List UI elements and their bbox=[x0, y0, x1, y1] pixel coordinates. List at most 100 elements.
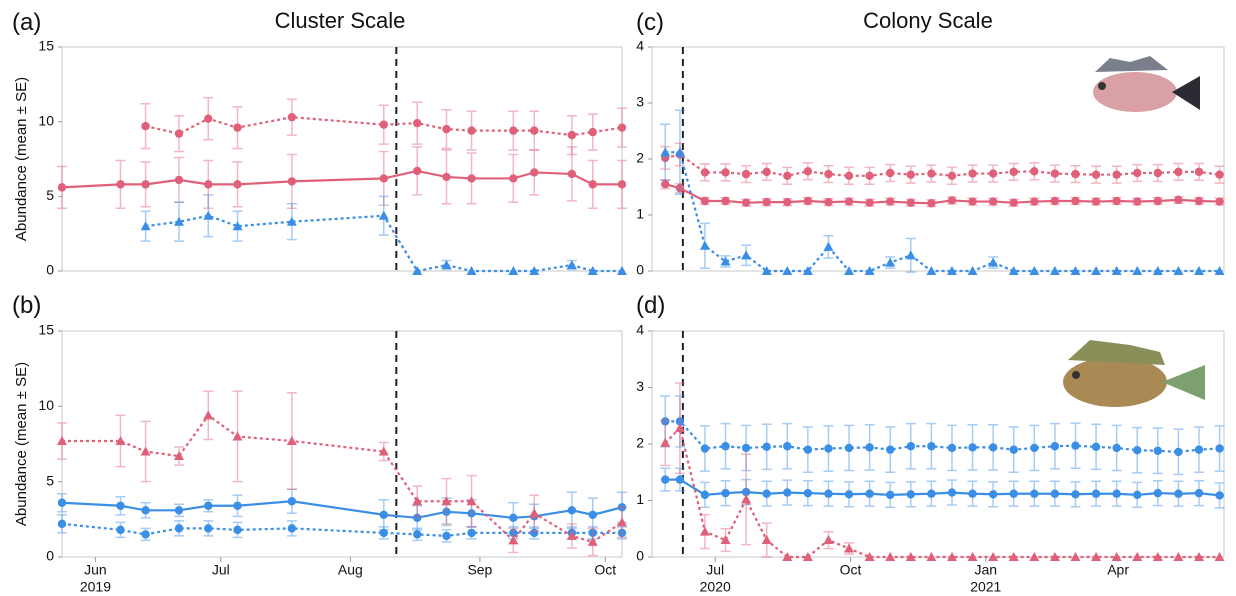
y-tick-label: 0 bbox=[636, 548, 644, 564]
marker bbox=[1050, 442, 1060, 451]
marker bbox=[530, 528, 539, 538]
marker bbox=[566, 260, 577, 270]
marker bbox=[947, 443, 957, 453]
y-tick-label: 4 bbox=[636, 322, 644, 338]
marker bbox=[1194, 266, 1205, 275]
marker bbox=[287, 177, 297, 186]
marker bbox=[741, 250, 752, 260]
marker bbox=[1194, 167, 1204, 177]
marker bbox=[905, 250, 916, 260]
marker bbox=[116, 501, 125, 510]
marker bbox=[886, 490, 895, 500]
series-line bbox=[145, 214, 622, 273]
marker bbox=[1049, 552, 1060, 561]
marker bbox=[140, 221, 151, 231]
marker bbox=[865, 443, 874, 452]
marker bbox=[844, 171, 854, 180]
marker bbox=[803, 488, 813, 498]
marker bbox=[1070, 552, 1081, 561]
marker bbox=[141, 530, 150, 539]
marker bbox=[1009, 167, 1018, 177]
panel: (c) Colony Scale 0 1 2 3 4 bbox=[636, 8, 1225, 278]
marker bbox=[906, 198, 915, 207]
marker bbox=[675, 183, 685, 193]
y-tick-label: 3 bbox=[636, 94, 644, 110]
marker bbox=[885, 257, 896, 267]
panel: (d) 0 1 2 3 4 Jul Oct Jan Apr 2020 2021 bbox=[636, 292, 1225, 595]
x-tick-label: Jun bbox=[84, 562, 107, 578]
marker bbox=[1153, 488, 1163, 498]
marker bbox=[413, 530, 422, 539]
marker bbox=[699, 526, 710, 536]
marker bbox=[946, 266, 957, 275]
marker bbox=[567, 130, 577, 140]
marker bbox=[1091, 266, 1102, 275]
y-tick-label: 2 bbox=[636, 435, 644, 451]
x-year-label: 2020 bbox=[700, 579, 731, 595]
marker bbox=[1029, 266, 1040, 275]
plot-frame bbox=[61, 46, 623, 272]
marker bbox=[617, 266, 627, 275]
marker bbox=[947, 171, 957, 180]
marker bbox=[141, 180, 150, 189]
marker bbox=[783, 442, 792, 451]
series-line bbox=[61, 500, 623, 519]
marker bbox=[530, 168, 539, 177]
marker bbox=[741, 494, 752, 504]
marker bbox=[442, 172, 451, 182]
marker bbox=[116, 525, 125, 535]
marker bbox=[1009, 489, 1018, 498]
marker bbox=[529, 508, 540, 518]
marker bbox=[412, 266, 423, 275]
y-tick-label: 1 bbox=[636, 491, 644, 507]
marker bbox=[674, 423, 685, 433]
marker bbox=[947, 196, 957, 205]
marker bbox=[762, 197, 771, 207]
marker bbox=[1214, 266, 1225, 275]
marker bbox=[1111, 266, 1122, 275]
marker bbox=[802, 266, 813, 275]
marker bbox=[530, 126, 539, 135]
marker bbox=[1215, 170, 1224, 179]
marker bbox=[141, 121, 150, 131]
y-tick-label: 15 bbox=[38, 322, 54, 338]
series-line bbox=[665, 420, 1220, 454]
marker bbox=[1112, 489, 1121, 498]
marker bbox=[1174, 489, 1183, 498]
marker bbox=[567, 169, 577, 179]
fish-illustration bbox=[1063, 340, 1205, 407]
marker bbox=[844, 443, 854, 453]
marker bbox=[988, 490, 998, 499]
marker bbox=[466, 266, 477, 275]
marker bbox=[233, 180, 242, 189]
marker bbox=[1173, 552, 1184, 561]
marker bbox=[926, 552, 937, 561]
marker bbox=[762, 442, 771, 452]
marker bbox=[509, 126, 518, 135]
x-tick-label: Jan bbox=[975, 562, 998, 578]
y-axis-label: Abundance (mean ± SE) bbox=[13, 77, 30, 241]
panel: (b) Abundance (mean ± SE) 0 5 10 15 Jun Jul Aug S… bbox=[12, 292, 627, 595]
marker bbox=[761, 266, 772, 275]
marker bbox=[1071, 441, 1080, 450]
marker bbox=[783, 488, 792, 497]
marker bbox=[927, 169, 936, 178]
marker bbox=[1112, 443, 1121, 453]
marker bbox=[467, 528, 476, 538]
marker bbox=[1091, 489, 1101, 498]
marker bbox=[286, 216, 297, 226]
series-line bbox=[61, 169, 622, 189]
marker bbox=[699, 240, 710, 250]
marker bbox=[906, 442, 915, 451]
marker bbox=[1194, 488, 1204, 498]
marker bbox=[1173, 266, 1184, 275]
marker bbox=[466, 496, 477, 506]
marker bbox=[1152, 266, 1163, 275]
marker bbox=[509, 513, 518, 523]
marker bbox=[988, 552, 999, 561]
marker bbox=[824, 197, 833, 207]
marker bbox=[661, 475, 670, 484]
x-tick-label: Oct bbox=[594, 562, 616, 578]
y-tick-label: 10 bbox=[38, 112, 54, 128]
marker bbox=[762, 489, 771, 498]
